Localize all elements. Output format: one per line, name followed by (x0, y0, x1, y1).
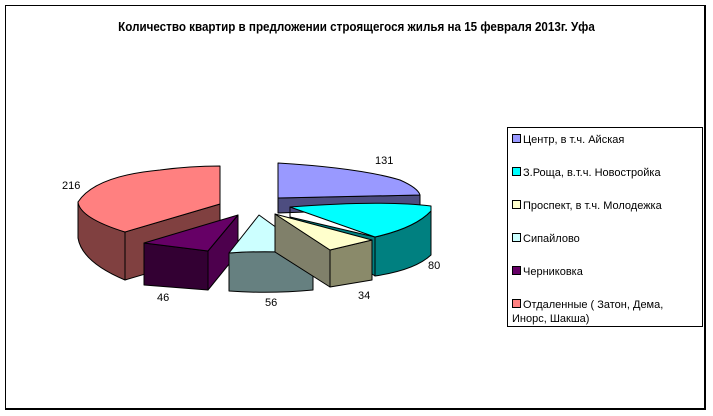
legend-swatch-icon (512, 233, 521, 242)
data-label-remote: 216 (62, 180, 81, 192)
legend: Центр, в т.ч. Айская З.Роща, в.т.ч. Ново… (507, 127, 703, 327)
legend-item-center[interactable]: Центр, в т.ч. Айская (512, 133, 700, 147)
data-label-chernikovka: 46 (157, 292, 170, 304)
data-label-prospekt: 34 (358, 290, 371, 302)
legend-swatch-icon (512, 200, 521, 209)
legend-label: Центр, в т.ч. Айская (523, 134, 625, 146)
slice-chernikovka[interactable] (143, 214, 239, 291)
legend-swatch-icon (512, 167, 521, 176)
slice-prospekt[interactable] (274, 213, 373, 288)
legend-item-roshcha[interactable]: З.Роща, в.т.ч. Новостройка (512, 166, 700, 180)
chart-title: Количество квартир в предложении строяще… (118, 20, 595, 34)
legend-swatch-icon (512, 134, 521, 143)
legend-item-remote[interactable]: Отдаленные ( Затон, Дема, Инорс, Шакша) (512, 298, 700, 326)
legend-label: З.Роща, в.т.ч. Новостройка (523, 167, 661, 179)
legend-swatch-icon (512, 299, 521, 308)
legend-label: Отдаленные ( Затон, Дема, Инорс, Шакша) (512, 299, 664, 325)
data-label-roshcha: 80 (428, 260, 441, 272)
data-label-center: 131 (375, 155, 394, 167)
legend-label: Сипайлово (523, 233, 580, 245)
data-label-sipailovo: 56 (265, 297, 278, 309)
legend-label: Проспект, в т.ч. Молодежка (523, 200, 662, 212)
legend-item-sipailovo[interactable]: Сипайлово (512, 232, 700, 246)
legend-item-chernikovka[interactable]: Черниковка (512, 265, 700, 279)
legend-swatch-icon (512, 266, 521, 275)
legend-label: Черниковка (523, 266, 583, 278)
legend-item-prospekt[interactable]: Проспект, в т.ч. Молодежка (512, 199, 700, 213)
